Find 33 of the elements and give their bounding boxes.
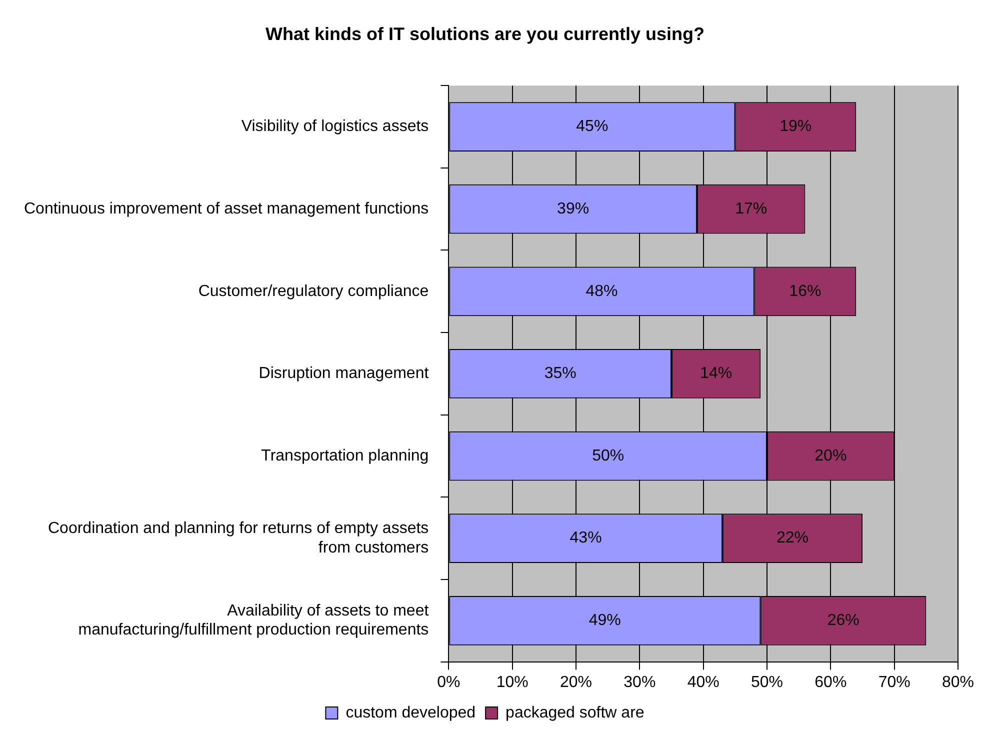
y-tick-label: Visibility of logistics assets (241, 118, 429, 136)
data-label: 45% (576, 118, 608, 136)
y-tick-label: Coordination and planning for returns of empty assets from customers (48, 520, 429, 556)
x-tick-label: 0% (437, 674, 460, 691)
chart-title: What kinds of IT solutions are you currently using? (265, 24, 705, 44)
y-tick-label: Continuous improvement of asset management functions (24, 200, 429, 218)
data-label: 22% (776, 530, 808, 547)
x-tick-label: 80% (942, 674, 974, 691)
data-label: 48% (586, 282, 618, 300)
legend-label: packaged softw are (506, 704, 644, 722)
y-tick-label: Availability of assets to meet manufacturing/fulfillment production requirements (78, 602, 430, 639)
x-tick-label: 60% (814, 674, 847, 691)
data-label: 50% (592, 447, 624, 464)
data-label: 39% (557, 200, 590, 218)
data-label: 20% (814, 447, 847, 464)
data-label: 43% (570, 530, 602, 547)
x-tick-label: 10% (496, 674, 528, 691)
data-label: 35% (544, 365, 576, 382)
x-tick-label: 70% (878, 674, 910, 691)
y-tick-label: Customer/regulatory compliance (198, 282, 429, 300)
data-label: 26% (827, 612, 860, 630)
y-tick-label: Transportation planning (261, 447, 429, 464)
data-label: 17% (735, 200, 768, 218)
data-label: 14% (700, 365, 732, 382)
y-tick-label: Disruption management (258, 365, 430, 382)
x-tick-label: 50% (750, 674, 784, 691)
x-tick-label: 20% (560, 674, 592, 691)
data-label: 16% (789, 282, 822, 300)
data-label: 19% (780, 118, 812, 136)
legend-label: custom developed (346, 704, 476, 722)
x-tick-label: 30% (624, 674, 656, 691)
x-tick-label: 40% (687, 674, 720, 691)
data-label: 49% (588, 612, 621, 630)
